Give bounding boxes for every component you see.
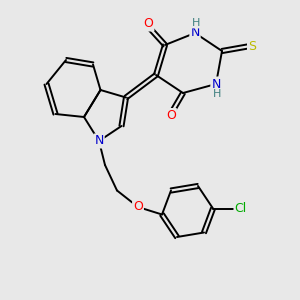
Text: S: S [248, 40, 256, 53]
Text: N: N [211, 77, 221, 91]
Text: Cl: Cl [235, 202, 247, 215]
Text: O: O [133, 200, 143, 214]
Text: N: N [190, 26, 200, 40]
Text: O: O [166, 109, 176, 122]
Text: O: O [144, 17, 153, 31]
Text: H: H [192, 17, 201, 28]
Text: N: N [94, 134, 104, 148]
Text: H: H [213, 89, 222, 100]
